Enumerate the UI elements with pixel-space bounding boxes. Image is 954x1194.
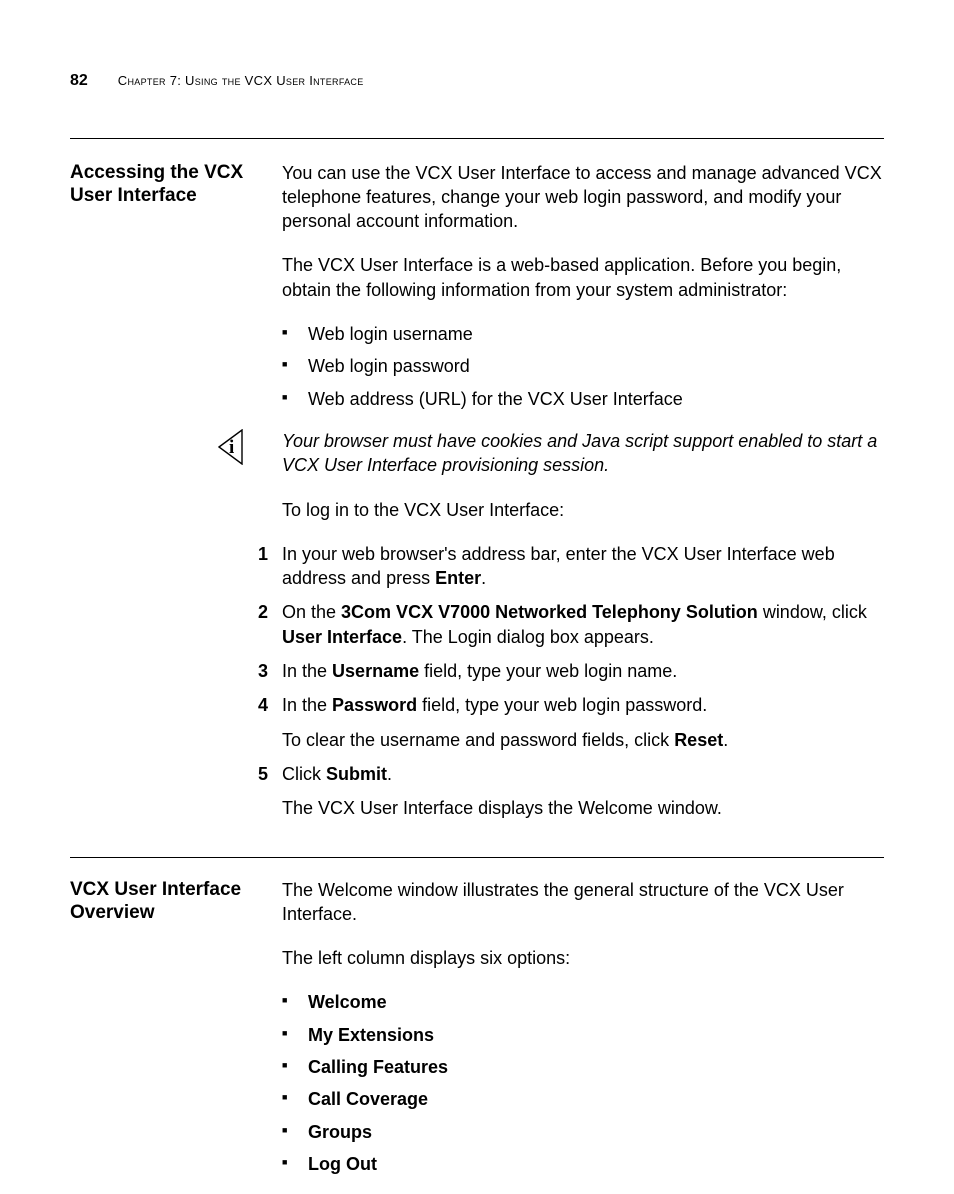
step-bold: Enter — [435, 568, 481, 588]
list-item-text: My Extensions — [308, 1025, 434, 1045]
step-follow: The VCX User Interface displays the Welc… — [282, 796, 884, 820]
step-text: . — [387, 764, 392, 784]
list-item-text: Web login password — [308, 356, 470, 376]
paragraph: The Welcome window illustrates the gener… — [282, 878, 884, 927]
section-overview: VCX User Interface Overview The Welcome … — [70, 878, 884, 1194]
list-item-text: Call Coverage — [308, 1089, 428, 1109]
list-item: Call Coverage — [282, 1087, 884, 1111]
top-rule — [70, 138, 884, 139]
paragraph: To log in to the VCX User Interface: — [282, 498, 884, 522]
section-heading: Accessing the VCX User Interface — [70, 161, 264, 209]
note-icon-cell: i — [70, 429, 282, 478]
info-icon: i — [218, 429, 264, 465]
step-bold: Reset — [674, 730, 723, 750]
list-item: Web login password — [282, 354, 884, 378]
list-item: My Extensions — [282, 1023, 884, 1047]
note-row: i Your browser must have cookies and Jav… — [70, 429, 884, 478]
step-text: Click — [282, 764, 326, 784]
step-item: Click Submit. The VCX User Interface dis… — [282, 762, 884, 821]
list-item: Web address (URL) for the VCX User Inter… — [282, 387, 884, 411]
section-body: To log in to the VCX User Interface: In … — [282, 498, 884, 831]
list-item-text: Groups — [308, 1122, 372, 1142]
page: 82 Chapter 7: Using the VCX User Interfa… — [0, 0, 954, 1194]
step-item: In the Username field, type your web log… — [282, 659, 884, 683]
note-text: Your browser must have cookies and Java … — [282, 429, 884, 478]
section-body: You can use the VCX User Interface to ac… — [282, 161, 884, 429]
list-item: Groups — [282, 1120, 884, 1144]
section-accessing: Accessing the VCX User Interface You can… — [70, 161, 884, 429]
step-bold: User Interface — [282, 627, 402, 647]
list-item: Welcome — [282, 990, 884, 1014]
step-bold: 3Com VCX V7000 Networked Telephony Solut… — [341, 602, 758, 622]
step-bold: Password — [332, 695, 417, 715]
step-item: On the 3Com VCX V7000 Networked Telephon… — [282, 600, 884, 649]
bullet-list: Web login username Web login password We… — [282, 322, 884, 411]
svg-text:i: i — [229, 437, 234, 458]
step-text: window, click — [758, 602, 867, 622]
side-heading-col: Accessing the VCX User Interface — [70, 161, 282, 429]
list-item-text: Welcome — [308, 992, 387, 1012]
step-text: field, type your web login password. — [417, 695, 707, 715]
step-text: On the — [282, 602, 341, 622]
section-rule — [70, 857, 884, 858]
section-accessing-cont: To log in to the VCX User Interface: In … — [70, 498, 884, 831]
side-heading-col: VCX User Interface Overview — [70, 878, 282, 1194]
step-text: In the — [282, 661, 332, 681]
step-text: . The Login dialog box appears. — [402, 627, 654, 647]
running-head: 82 Chapter 7: Using the VCX User Interfa… — [70, 70, 884, 92]
section-heading: VCX User Interface Overview — [70, 878, 264, 926]
page-number: 82 — [70, 70, 88, 92]
bullet-list: Welcome My Extensions Calling Features C… — [282, 990, 884, 1176]
list-item-text: Web address (URL) for the VCX User Inter… — [308, 389, 683, 409]
step-item: In your web browser's address bar, enter… — [282, 542, 884, 591]
paragraph: You can use the VCX User Interface to ac… — [282, 161, 884, 234]
paragraph: The VCX User Interface is a web-based ap… — [282, 253, 884, 302]
list-item-text: Log Out — [308, 1154, 377, 1174]
step-bold: Username — [332, 661, 419, 681]
step-text: In the — [282, 695, 332, 715]
side-empty — [70, 498, 282, 831]
step-follow: To clear the username and password field… — [282, 728, 884, 752]
list-item: Log Out — [282, 1152, 884, 1176]
step-text: In your web browser's address bar, enter… — [282, 544, 835, 588]
step-text: To clear the username and password field… — [282, 730, 674, 750]
list-item: Web login username — [282, 322, 884, 346]
step-text: . — [481, 568, 486, 588]
step-text: field, type your web login name. — [419, 661, 677, 681]
step-text: . — [723, 730, 728, 750]
list-item-text: Web login username — [308, 324, 473, 344]
paragraph: The left column displays six options: — [282, 946, 884, 970]
step-bold: Submit — [326, 764, 387, 784]
list-item-text: Calling Features — [308, 1057, 448, 1077]
chapter-label: Chapter 7: Using the VCX User Interface — [118, 72, 364, 90]
section-body: The Welcome window illustrates the gener… — [282, 878, 884, 1194]
step-item: In the Password field, type your web log… — [282, 693, 884, 752]
ordered-steps: In your web browser's address bar, enter… — [282, 542, 884, 821]
list-item: Calling Features — [282, 1055, 884, 1079]
